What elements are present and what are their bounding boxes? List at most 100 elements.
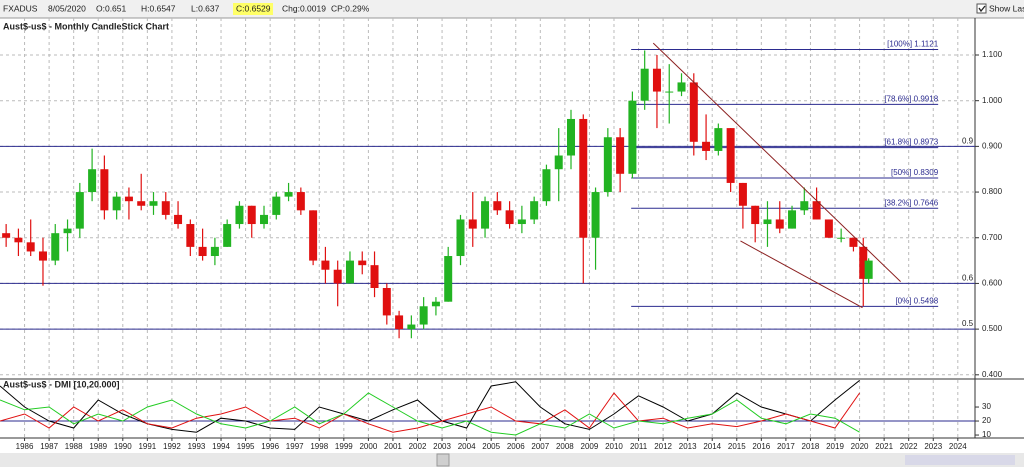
x-tick-label: 1987 <box>40 442 58 451</box>
date: 8/05/2020 <box>48 3 86 13</box>
candle-body <box>702 141 711 151</box>
candle-body <box>468 219 477 229</box>
candle-body <box>296 192 305 211</box>
candle-body <box>456 219 465 257</box>
x-tick-label: 2007 <box>531 442 549 451</box>
candle-body <box>493 201 502 211</box>
x-tick-label: 2002 <box>409 442 427 451</box>
show-last-label[interactable]: Show Last <box>989 3 1024 13</box>
x-tick-label: 2017 <box>777 442 795 451</box>
candle-body <box>137 201 146 206</box>
x-tick-label: 2000 <box>359 442 377 451</box>
fib-label: [38.2%] 0.7646 <box>884 198 938 207</box>
x-tick-label: 2008 <box>556 442 574 451</box>
candle-body <box>345 260 354 284</box>
candle-body <box>431 301 440 307</box>
candle-body <box>161 201 170 215</box>
trendline <box>652 42 901 282</box>
candle-body <box>665 91 674 93</box>
candle-body <box>260 214 269 225</box>
x-tick-label: 1988 <box>65 442 83 451</box>
candle-body <box>112 196 121 211</box>
x-tick-label: 2005 <box>482 442 500 451</box>
candle-body <box>567 118 576 156</box>
candle-body <box>333 269 342 284</box>
y-tick-label: 1.100 <box>982 50 1003 59</box>
candle-body <box>640 68 649 101</box>
candle-body <box>812 201 821 220</box>
candle-body <box>100 169 109 211</box>
level-label: 0.9 <box>962 136 974 145</box>
candle-body <box>370 265 379 288</box>
candle-body <box>517 219 526 225</box>
fib-label: [61.8%] 0.8973 <box>884 138 938 147</box>
high: H:0.6547 <box>141 3 176 13</box>
candle-body <box>26 242 35 252</box>
x-tick-label: 2021 <box>875 442 893 451</box>
candle-body <box>395 315 404 330</box>
candle-body <box>223 224 232 247</box>
x-tick-label: 2024 <box>949 442 967 451</box>
candle-body <box>738 182 747 206</box>
x-tick-label: 2003 <box>433 442 451 451</box>
candle-body <box>530 201 539 220</box>
candle-body <box>358 260 367 266</box>
low: L:0.637 <box>191 3 220 13</box>
indicator-line <box>0 380 860 433</box>
scroll-thumb[interactable] <box>436 453 450 467</box>
candle-body <box>38 251 47 261</box>
candle-body <box>864 260 873 279</box>
candle-body <box>603 137 612 193</box>
x-tick-label: 2015 <box>728 442 746 451</box>
zoom-buttons[interactable] <box>905 455 1015 465</box>
chart-title: Aust$-us$ - DMI [10,20.000] <box>3 379 120 389</box>
scrollbar[interactable] <box>0 453 1024 467</box>
x-tick-label: 2010 <box>605 442 623 451</box>
candle-body <box>210 246 219 257</box>
candle-body <box>247 205 256 225</box>
candle-body <box>88 169 97 193</box>
candle-body <box>800 201 809 211</box>
trendline <box>740 240 863 309</box>
fib-label: [100%] 1.1121 <box>887 40 939 49</box>
candle-body <box>481 201 490 229</box>
candle-body <box>837 237 846 239</box>
symbol: FXADUS <box>3 3 38 13</box>
x-tick-label: 1993 <box>188 442 206 451</box>
fib-label: [78.6%] 0.9918 <box>884 95 938 104</box>
x-tick-label: 1994 <box>212 442 230 451</box>
y-tick-label: 10 <box>982 430 991 439</box>
candle-body <box>186 224 195 247</box>
x-tick-label: 2009 <box>581 442 599 451</box>
y-tick-label: 1.000 <box>982 96 1003 105</box>
fib-label: [0%] 0.5498 <box>895 296 938 305</box>
candle-body <box>444 256 453 302</box>
candle-body <box>407 324 416 330</box>
candle-body <box>198 246 207 257</box>
candle-body <box>579 118 588 238</box>
candle-body <box>689 82 698 142</box>
x-tick-label: 2019 <box>826 442 844 451</box>
x-tick-label: 1990 <box>114 442 132 451</box>
candle-body <box>591 192 600 238</box>
x-tick-label: 2001 <box>384 442 402 451</box>
y-tick-label: 0.400 <box>982 370 1003 379</box>
candle-body <box>677 82 686 92</box>
x-tick-label: 2013 <box>679 442 697 451</box>
candle-body <box>309 210 318 261</box>
y-tick-label: 0.900 <box>982 141 1003 150</box>
candle-body <box>174 214 183 225</box>
candle-body <box>124 196 133 202</box>
y-tick-label: 0.700 <box>982 233 1003 242</box>
candle-body <box>616 137 625 174</box>
candle-body <box>628 100 637 174</box>
candle-body <box>382 288 391 316</box>
candle-body <box>63 228 72 234</box>
show-last-checkbox[interactable] <box>976 3 987 14</box>
x-tick-label: 1996 <box>261 442 279 451</box>
candle-body <box>2 233 11 238</box>
change-percent: CP:0.29% <box>331 3 370 13</box>
x-tick-label: 2022 <box>900 442 918 451</box>
candle-body <box>824 219 833 238</box>
